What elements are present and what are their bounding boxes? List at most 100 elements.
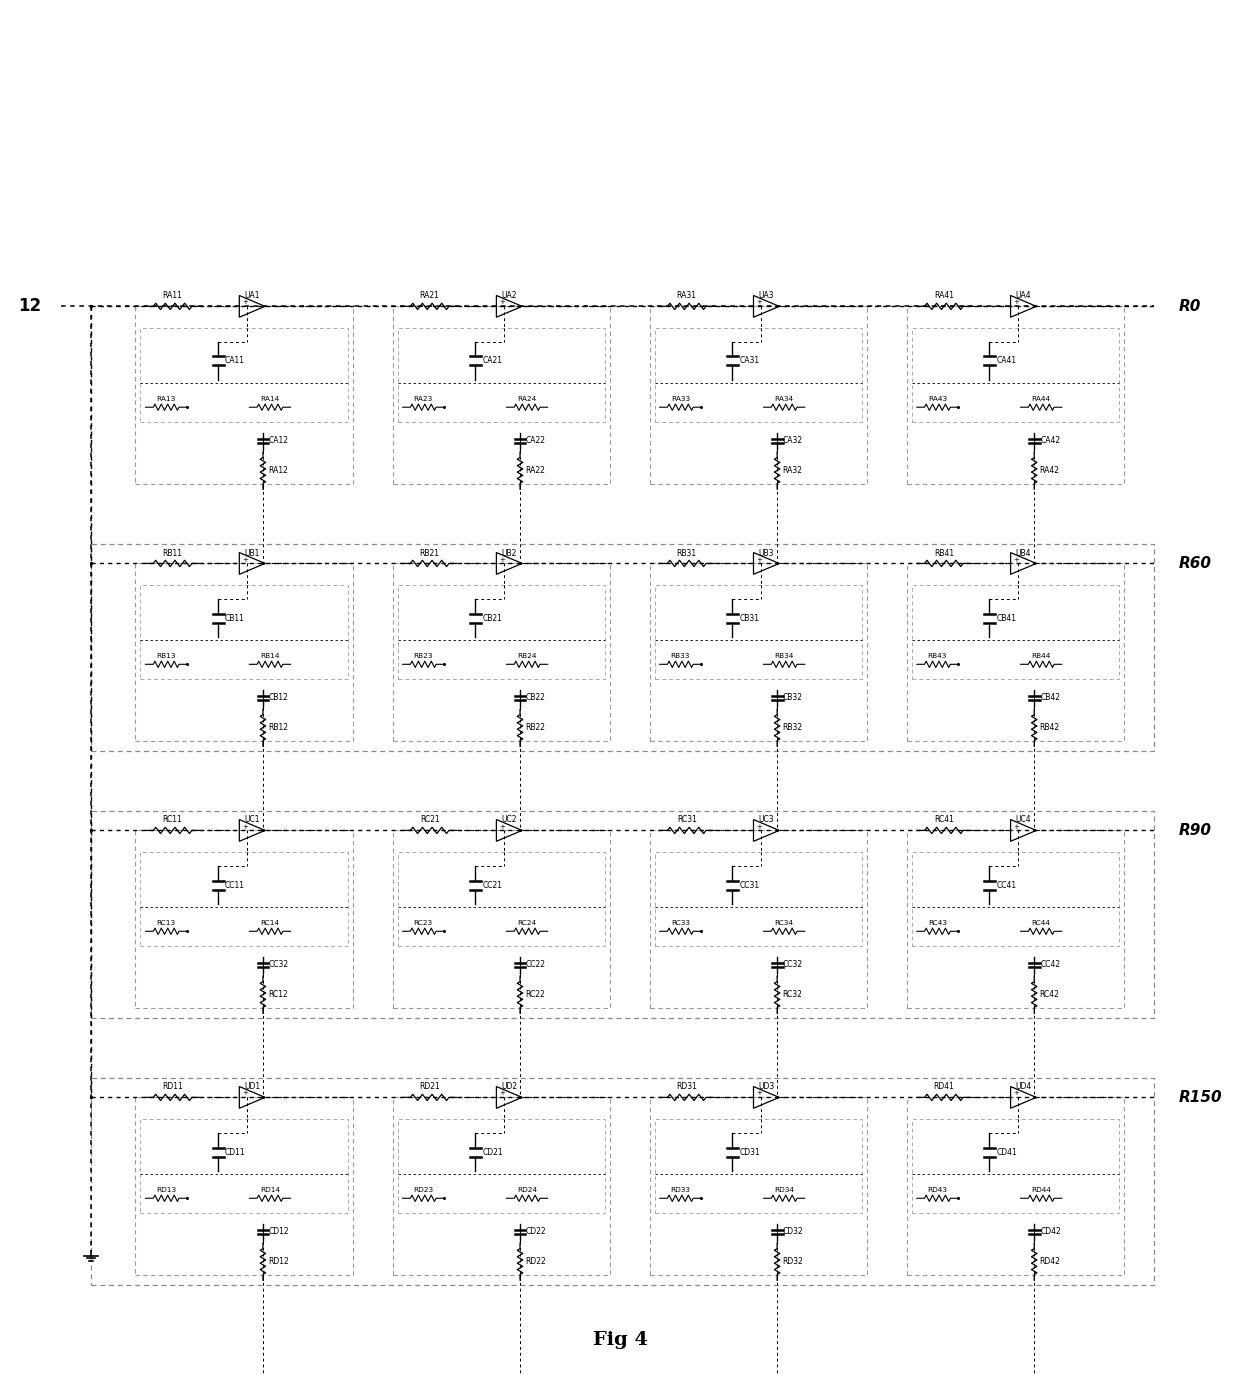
Text: CB42: CB42 [1040, 694, 1060, 702]
Text: RA13: RA13 [156, 395, 176, 402]
Text: UC4: UC4 [1016, 815, 1032, 825]
Text: +: + [1013, 557, 1019, 562]
Bar [655, 328, 862, 422]
Bar [650, 307, 867, 484]
Text: CD32: CD32 [782, 1227, 804, 1237]
Text: UA1: UA1 [244, 292, 260, 300]
Text: UD1: UD1 [244, 1082, 260, 1092]
Text: RA34: RA34 [775, 395, 794, 402]
Text: RA43: RA43 [928, 395, 947, 402]
Text: RB12: RB12 [268, 723, 289, 732]
Text: RD23: RD23 [413, 1187, 433, 1193]
Text: UA3: UA3 [759, 292, 774, 300]
Text: CD12: CD12 [269, 1227, 289, 1237]
Text: CA41: CA41 [996, 357, 1017, 365]
Text: +: + [242, 300, 248, 305]
Text: RB13: RB13 [156, 652, 176, 659]
Bar [140, 585, 348, 679]
Bar [911, 328, 1120, 422]
Bar [906, 307, 1125, 484]
Text: RD31: RD31 [676, 1082, 697, 1092]
Text: Fig 4: Fig 4 [593, 1331, 647, 1349]
Text: CC22: CC22 [526, 960, 546, 969]
Text: +: + [498, 1090, 505, 1096]
Text: RA41: RA41 [934, 292, 954, 300]
Text: RC12: RC12 [268, 990, 288, 999]
Bar [135, 564, 353, 741]
Bar [906, 831, 1125, 1009]
Text: RD21: RD21 [419, 1082, 440, 1092]
Text: CC32: CC32 [782, 960, 804, 969]
Text: R90: R90 [1179, 822, 1211, 837]
Bar [398, 585, 605, 679]
Text: RC21: RC21 [420, 815, 439, 825]
Text: CC41: CC41 [996, 880, 1017, 890]
Bar [140, 1119, 348, 1213]
Text: CA32: CA32 [782, 437, 804, 445]
Bar [91, 811, 1154, 1019]
Text: +: + [1013, 824, 1019, 829]
Text: RA11: RA11 [162, 292, 182, 300]
Text: RB23: RB23 [413, 652, 433, 659]
Text: +: + [1013, 1090, 1019, 1096]
Text: RD13: RD13 [156, 1187, 176, 1193]
Text: CA42: CA42 [1040, 437, 1060, 445]
Text: RB42: RB42 [1039, 723, 1060, 732]
Text: RB33: RB33 [671, 652, 689, 659]
Text: UD4: UD4 [1016, 1082, 1032, 1092]
Bar [135, 831, 353, 1009]
Text: RA22: RA22 [526, 466, 546, 475]
Text: CA11: CA11 [226, 357, 246, 365]
Text: CC32: CC32 [269, 960, 289, 969]
Bar [393, 831, 610, 1009]
Text: RB43: RB43 [928, 652, 947, 659]
Text: CD41: CD41 [996, 1147, 1017, 1157]
Text: RA23: RA23 [414, 395, 433, 402]
Text: +: + [756, 1090, 761, 1096]
Text: RC44: RC44 [1032, 920, 1050, 926]
Text: RB24: RB24 [517, 652, 537, 659]
Text: RD24: RD24 [517, 1187, 537, 1193]
Text: CB12: CB12 [269, 694, 289, 702]
Text: RC22: RC22 [526, 990, 546, 999]
Text: RC42: RC42 [1039, 990, 1059, 999]
Text: RC23: RC23 [414, 920, 433, 926]
Text: CA31: CA31 [739, 357, 759, 365]
Text: RC32: RC32 [782, 990, 802, 999]
Text: CD21: CD21 [482, 1147, 502, 1157]
Text: CD31: CD31 [739, 1147, 760, 1157]
Text: RB32: RB32 [782, 723, 802, 732]
Text: RA33: RA33 [671, 395, 689, 402]
Text: CD42: CD42 [1040, 1227, 1061, 1237]
Text: RD32: RD32 [782, 1258, 804, 1266]
Bar [650, 1097, 867, 1276]
Text: RC11: RC11 [162, 815, 182, 825]
Text: RC31: RC31 [677, 815, 697, 825]
Text: +: + [756, 300, 761, 305]
Bar [655, 853, 862, 947]
Text: RD43: RD43 [928, 1187, 947, 1193]
Text: RD42: RD42 [1039, 1258, 1060, 1266]
Text: RD44: RD44 [1032, 1187, 1052, 1193]
Text: RB34: RB34 [775, 652, 794, 659]
Text: CB32: CB32 [782, 694, 804, 702]
Text: +: + [242, 1090, 248, 1096]
Bar [911, 585, 1120, 679]
Text: CC21: CC21 [482, 880, 502, 890]
Text: +: + [1013, 300, 1019, 305]
Text: 12: 12 [19, 297, 42, 315]
Text: RD34: RD34 [774, 1187, 794, 1193]
Text: RB44: RB44 [1032, 652, 1052, 659]
Text: RD11: RD11 [162, 1082, 184, 1092]
Bar [398, 328, 605, 422]
Text: CD11: CD11 [226, 1147, 246, 1157]
Text: CD22: CD22 [526, 1227, 547, 1237]
Bar [135, 1097, 353, 1276]
Text: RA42: RA42 [1039, 466, 1060, 475]
Text: R0: R0 [1179, 299, 1202, 314]
Bar [398, 853, 605, 947]
Text: CB11: CB11 [226, 614, 246, 622]
Text: RC41: RC41 [934, 815, 954, 825]
Text: +: + [498, 824, 505, 829]
Text: +: + [242, 824, 248, 829]
